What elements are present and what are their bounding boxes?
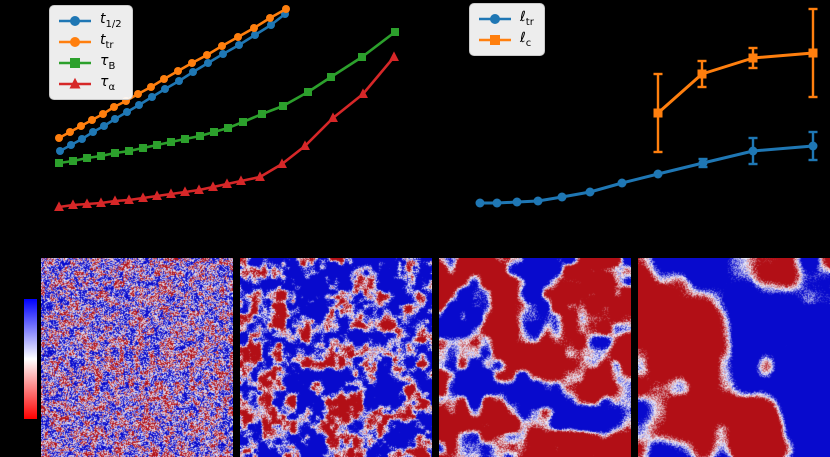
legend-label-tau-B: τB [100, 54, 115, 72]
legend-label-base: τ [100, 74, 109, 91]
legend-label-sub: α [108, 82, 116, 94]
legend-label-t-tr: ttr [100, 33, 114, 51]
timescales-legend: t1/2 ttr τB τα [49, 5, 133, 100]
legend-marker-l-tr [479, 13, 511, 24]
legend-item-t-tr: ttr [57, 33, 124, 51]
legend-label-sub: tr [105, 39, 114, 51]
legend-item-tau-B: τB [57, 54, 124, 72]
legend-label-sub: B [108, 61, 116, 73]
snapshot-panel-3 [439, 258, 631, 457]
series-t_tr [55, 5, 290, 142]
series-l_c [653, 7, 818, 154]
snapshot-panel-1 [41, 258, 233, 457]
legend-label-sub: c [525, 38, 532, 50]
legend-label-base: t [100, 10, 106, 27]
legend-item-t-half: t1/2 [57, 12, 124, 30]
series-tau_alpha [54, 51, 399, 212]
legend-item-l-c: ℓc [477, 31, 536, 49]
legend-item-l-tr: ℓtr [477, 10, 536, 28]
legend-label-l-tr: ℓtr [520, 10, 534, 28]
legend-item-tau-alpha: τα [57, 75, 124, 93]
legend-marker-t-half [59, 15, 91, 26]
legend-marker-tau-B [59, 58, 91, 69]
series-l_tr [475, 130, 818, 208]
series-tau_B [55, 28, 399, 167]
legend-label-base: ℓ [520, 8, 526, 25]
series-t_1/2 [56, 10, 289, 155]
lengthscales-legend: ℓtr ℓc [469, 3, 545, 56]
legend-label-base: ℓ [520, 30, 526, 47]
legend-label-l-c: ℓc [520, 31, 531, 49]
legend-label-t-half: t1/2 [100, 12, 122, 30]
line-plots-svg [54, 5, 818, 212]
legend-label-tau-alpha: τα [100, 75, 115, 93]
legend-marker-tau-alpha [59, 78, 91, 89]
snapshot-panel-2 [240, 258, 432, 457]
legend-label-base: τ [100, 53, 109, 70]
legend-label-sub: tr [525, 16, 534, 28]
legend-marker-l-c [479, 35, 511, 46]
colorbar [24, 299, 37, 419]
legend-label-base: t [100, 31, 106, 48]
legend-label-sub: 1/2 [105, 18, 122, 30]
legend-marker-t-tr [59, 36, 91, 47]
snapshot-panel-4 [638, 258, 830, 457]
